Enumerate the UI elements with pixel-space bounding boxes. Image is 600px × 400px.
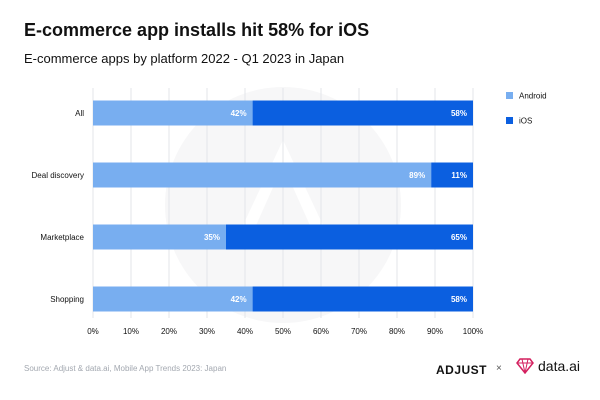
bar-segment-ios [431,162,473,188]
brand-separator: × [496,363,502,374]
x-tick-label: 70% [351,327,367,336]
data-label: 35% [204,233,220,242]
source-note: Source: Adjust & data.ai, Mobile App Tre… [24,364,227,373]
data-label: 58% [451,109,467,118]
bar-segment-android [93,224,226,250]
x-tick-label: 90% [427,327,443,336]
legend-label: iOS [519,117,532,126]
chart-subtitle: E-commerce apps by platform 2022 - Q1 20… [24,51,345,66]
dataai-logo: data.ai [516,358,580,374]
x-tick-label: 20% [161,327,177,336]
bar-segment-ios [252,286,473,312]
x-tick-label: 30% [199,327,215,336]
legend-label: Android [519,92,547,101]
bar-segment-ios [226,224,473,250]
category-label: All [75,109,84,118]
x-tick-label: 50% [275,327,291,336]
data-label: 42% [231,295,247,304]
data-label: 65% [451,233,467,242]
x-tick-label: 100% [463,327,483,336]
x-tick-label: 60% [313,327,329,336]
category-label: Deal discovery [32,171,84,180]
x-tick-label: 40% [237,327,253,336]
legend-swatch-ios [506,117,513,124]
data-label: 89% [409,171,425,180]
bar-segment-ios [252,100,473,126]
data-label: 11% [451,171,467,180]
chart-title: E-commerce app installs hit 58% for iOS [24,20,370,40]
bar-segment-android [93,100,253,126]
x-tick-label: 0% [87,327,99,336]
diamond-icon [516,358,534,374]
x-tick-label: 80% [389,327,405,336]
category-label: Shopping [50,295,84,304]
data-label: 42% [231,109,247,118]
data-label: 58% [451,295,467,304]
dataai-wordmark: data.ai [538,358,581,374]
bar-segment-android [93,286,253,312]
x-tick-label: 10% [123,327,139,336]
category-label: Marketplace [40,233,84,242]
adjust-logo: ADJUST [436,363,488,377]
bar-segment-android [93,162,432,188]
legend-swatch-android [506,92,513,99]
